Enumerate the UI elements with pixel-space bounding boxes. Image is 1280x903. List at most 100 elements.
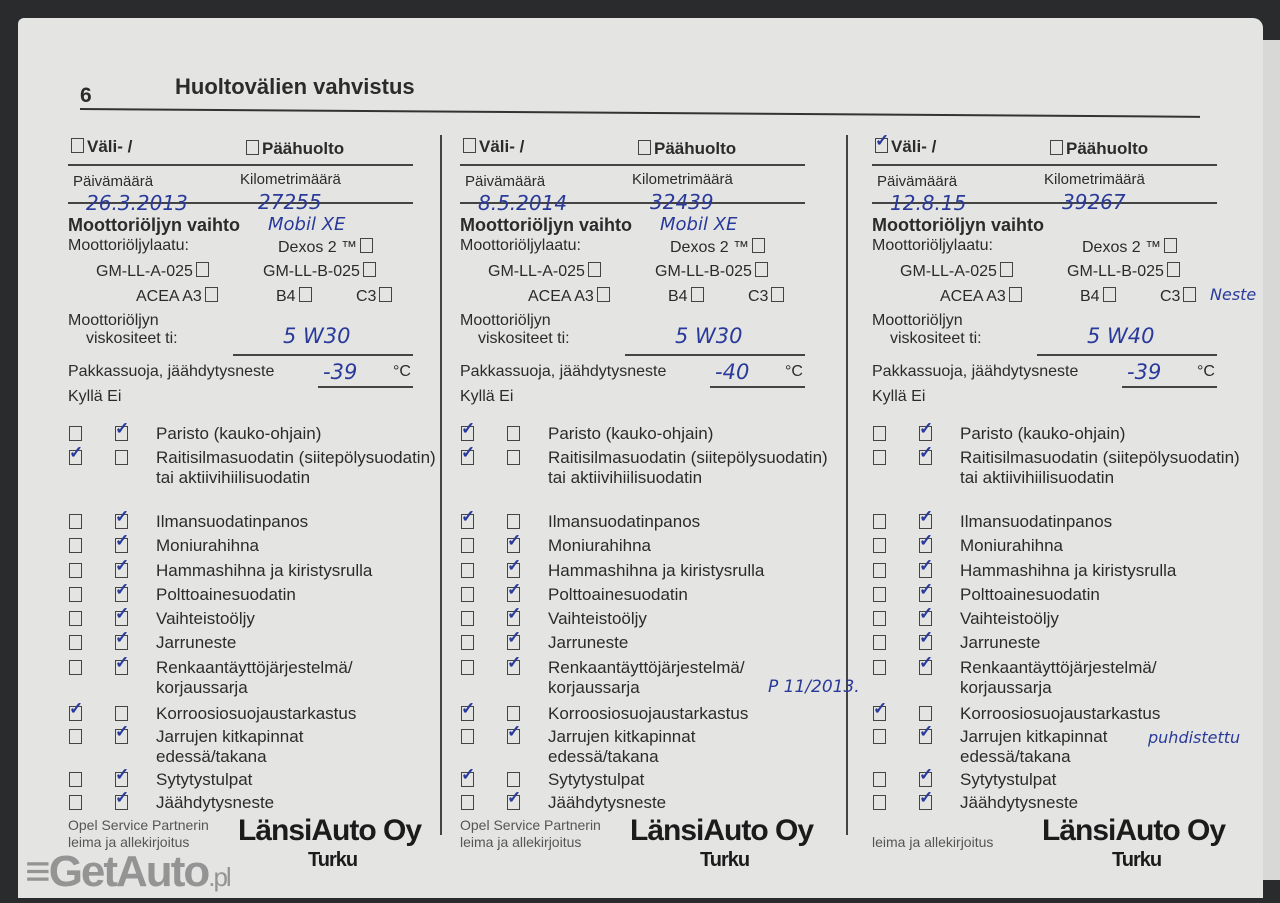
no-checkbox[interactable] <box>507 557 521 578</box>
no-checkbox[interactable] <box>919 581 933 602</box>
no-checkbox[interactable] <box>115 532 129 553</box>
no-checkbox[interactable] <box>919 766 933 787</box>
no-checkbox[interactable] <box>507 723 521 744</box>
gm-b-checkbox[interactable] <box>754 262 768 277</box>
yes-checkbox[interactable] <box>873 426 886 441</box>
no-checkbox[interactable] <box>919 706 932 721</box>
yes-checkbox[interactable] <box>873 538 886 553</box>
no-checkbox[interactable] <box>507 706 520 721</box>
dexos-checkbox[interactable] <box>360 238 374 253</box>
gm-a-checkbox[interactable] <box>195 262 209 277</box>
yes-checkbox[interactable] <box>69 538 82 553</box>
no-checkbox[interactable] <box>919 532 933 553</box>
dexos-checkbox[interactable] <box>752 238 766 253</box>
yes-checkbox[interactable] <box>461 444 475 465</box>
yes-checkbox[interactable] <box>69 772 82 787</box>
yes-checkbox[interactable] <box>69 729 82 744</box>
yes-checkbox[interactable] <box>69 635 82 650</box>
yes-checkbox[interactable] <box>461 660 474 675</box>
yes-checkbox[interactable] <box>461 729 474 744</box>
no-checkbox[interactable] <box>919 723 933 744</box>
no-checkbox[interactable] <box>115 508 129 529</box>
no-checkbox[interactable] <box>919 444 933 465</box>
interim-checkbox[interactable] <box>875 132 889 153</box>
yes-checkbox[interactable] <box>461 795 474 810</box>
acea-checkbox[interactable] <box>1008 287 1022 302</box>
yes-checkbox[interactable] <box>461 700 475 721</box>
acea-checkbox[interactable] <box>204 287 218 302</box>
yes-checkbox[interactable] <box>461 538 474 553</box>
no-checkbox[interactable] <box>919 629 933 650</box>
yes-checkbox[interactable] <box>873 450 886 465</box>
b4-checkbox[interactable] <box>1102 287 1116 302</box>
yes-checkbox[interactable] <box>873 635 886 650</box>
yes-checkbox[interactable] <box>461 563 474 578</box>
yes-checkbox[interactable] <box>69 660 82 675</box>
no-checkbox[interactable] <box>507 629 521 650</box>
no-checkbox[interactable] <box>115 557 129 578</box>
yes-checkbox[interactable] <box>873 514 886 529</box>
yes-checkbox[interactable] <box>873 729 886 744</box>
c3-checkbox[interactable] <box>771 287 785 302</box>
no-checkbox[interactable] <box>507 426 520 441</box>
main-service-checkbox[interactable] <box>246 140 259 155</box>
no-checkbox[interactable] <box>507 514 520 529</box>
no-checkbox[interactable] <box>115 766 129 787</box>
gm-b-checkbox[interactable] <box>1166 262 1180 277</box>
no-checkbox[interactable] <box>115 654 129 675</box>
no-checkbox[interactable] <box>115 450 128 465</box>
yes-checkbox[interactable] <box>873 563 886 578</box>
yes-checkbox[interactable] <box>461 635 474 650</box>
no-checkbox[interactable] <box>919 557 933 578</box>
yes-checkbox[interactable] <box>461 766 475 787</box>
acea-checkbox[interactable] <box>596 287 610 302</box>
main-service-checkbox[interactable] <box>1050 140 1063 155</box>
no-checkbox[interactable] <box>115 629 129 650</box>
no-checkbox[interactable] <box>919 420 933 441</box>
interim-checkbox[interactable] <box>71 138 84 153</box>
c3-checkbox[interactable] <box>379 287 393 302</box>
main-service-checkbox[interactable] <box>638 140 651 155</box>
yes-checkbox[interactable] <box>69 426 82 441</box>
yes-checkbox[interactable] <box>69 700 83 721</box>
no-checkbox[interactable] <box>507 450 520 465</box>
gm-a-checkbox[interactable] <box>587 262 601 277</box>
interim-checkbox[interactable] <box>463 138 476 153</box>
yes-checkbox[interactable] <box>873 611 886 626</box>
no-checkbox[interactable] <box>115 581 129 602</box>
no-checkbox[interactable] <box>115 789 129 810</box>
no-checkbox[interactable] <box>115 420 129 441</box>
b4-checkbox[interactable] <box>298 287 312 302</box>
no-checkbox[interactable] <box>115 605 129 626</box>
yes-checkbox[interactable] <box>69 444 83 465</box>
yes-checkbox[interactable] <box>69 795 82 810</box>
no-checkbox[interactable] <box>507 772 520 787</box>
gm-b-checkbox[interactable] <box>362 262 376 277</box>
yes-checkbox[interactable] <box>69 514 82 529</box>
yes-checkbox[interactable] <box>69 611 82 626</box>
no-checkbox[interactable] <box>919 789 933 810</box>
yes-checkbox[interactable] <box>873 795 886 810</box>
no-checkbox[interactable] <box>507 654 521 675</box>
yes-checkbox[interactable] <box>873 660 886 675</box>
yes-checkbox[interactable] <box>461 420 475 441</box>
dexos-checkbox[interactable] <box>1164 238 1178 253</box>
yes-checkbox[interactable] <box>461 611 474 626</box>
no-checkbox[interactable] <box>507 532 521 553</box>
no-checkbox[interactable] <box>919 605 933 626</box>
yes-checkbox[interactable] <box>69 563 82 578</box>
yes-checkbox[interactable] <box>461 587 474 602</box>
yes-checkbox[interactable] <box>873 772 886 787</box>
yes-checkbox[interactable] <box>873 700 887 721</box>
gm-a-checkbox[interactable] <box>999 262 1013 277</box>
yes-checkbox[interactable] <box>461 508 475 529</box>
no-checkbox[interactable] <box>507 581 521 602</box>
no-checkbox[interactable] <box>507 789 521 810</box>
b4-checkbox[interactable] <box>690 287 704 302</box>
no-checkbox[interactable] <box>115 723 129 744</box>
no-checkbox[interactable] <box>507 605 521 626</box>
no-checkbox[interactable] <box>115 706 128 721</box>
yes-checkbox[interactable] <box>69 587 82 602</box>
yes-checkbox[interactable] <box>873 587 886 602</box>
no-checkbox[interactable] <box>919 654 933 675</box>
